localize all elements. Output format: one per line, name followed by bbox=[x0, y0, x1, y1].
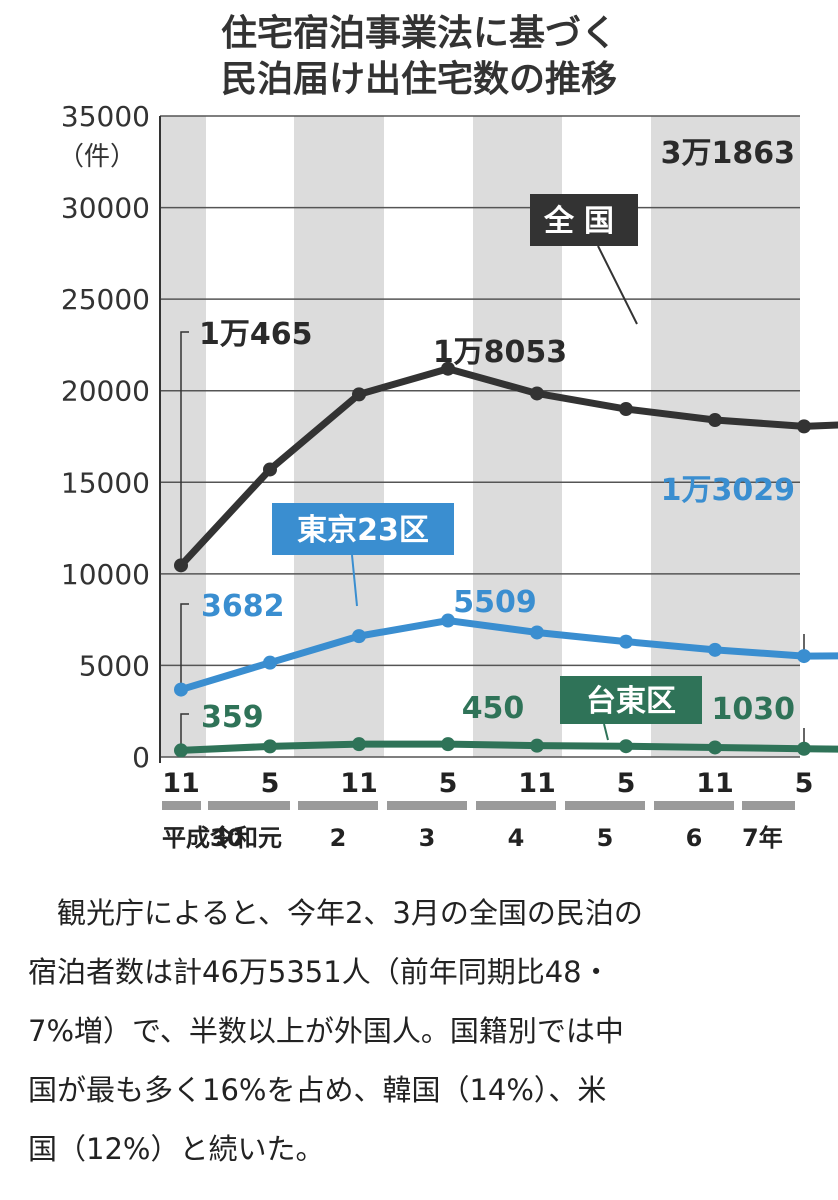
x-tick-label: 11 bbox=[340, 768, 378, 799]
data-point bbox=[352, 629, 366, 644]
caption-line: 国（12%）と続いた。 bbox=[28, 1132, 325, 1166]
year-group-bar bbox=[162, 801, 201, 810]
x-year-label: 4 bbox=[508, 824, 525, 852]
x-year-label: 平成30 bbox=[162, 824, 243, 852]
caption-line: 7%増）で、半数以上が外国人。国籍別では中 bbox=[28, 1014, 624, 1048]
annotation-leader bbox=[180, 331, 189, 560]
chart-title-line-1: 住宅宿泊事業法に基づく bbox=[220, 13, 617, 54]
data-label: 3万1863 bbox=[661, 136, 795, 171]
data-point bbox=[708, 740, 722, 755]
y-tick-label: 20000 bbox=[61, 375, 150, 408]
x-tick-label: 5 bbox=[439, 768, 458, 799]
data-label: 5509 bbox=[453, 585, 537, 620]
x-year-label: 5 bbox=[597, 824, 614, 852]
x-year-label: 2 bbox=[330, 824, 347, 852]
year-group-bar bbox=[387, 801, 467, 810]
data-point bbox=[708, 642, 722, 657]
x-tick-label: 5 bbox=[617, 768, 636, 799]
y-tick-label: 30000 bbox=[61, 192, 150, 225]
legend-label: 台東区 bbox=[586, 684, 676, 719]
x-year-label: 3 bbox=[419, 824, 436, 852]
x-year-label: 6 bbox=[686, 824, 703, 852]
year-stripe bbox=[651, 116, 740, 757]
year-group-bar bbox=[742, 801, 795, 810]
y-tick-label: 0 bbox=[132, 741, 150, 774]
y-tick-label: 5000 bbox=[79, 649, 150, 682]
data-point bbox=[263, 655, 277, 670]
annotation-leader bbox=[180, 713, 189, 744]
legend-pointer bbox=[351, 554, 358, 607]
y-tick-label: 35000 bbox=[61, 100, 150, 133]
data-point bbox=[174, 558, 188, 573]
year-group-bar bbox=[654, 801, 734, 810]
data-point bbox=[530, 625, 544, 640]
data-point bbox=[441, 613, 455, 628]
x-tick-label: 11 bbox=[162, 768, 200, 799]
data-point bbox=[441, 737, 455, 752]
year-stripe bbox=[160, 116, 206, 757]
data-label: 1030 bbox=[712, 692, 796, 727]
data-label: 1万3029 bbox=[661, 473, 795, 508]
caption-line: 宿泊者数は計46万5351人（前年同期比48・ bbox=[28, 955, 611, 989]
data-point bbox=[530, 386, 544, 401]
data-point bbox=[352, 737, 366, 752]
line-chart: 0 5000 10000 15000 20000 25000 30000 35000 （件） 11… bbox=[58, 100, 838, 852]
year-group-bar bbox=[208, 801, 290, 810]
data-point bbox=[797, 649, 811, 664]
x-year-label: 7年 bbox=[742, 824, 783, 852]
legend-box bbox=[530, 194, 638, 246]
data-label: 3682 bbox=[201, 589, 285, 624]
y-tick-label: 10000 bbox=[61, 558, 150, 591]
year-group-bar bbox=[476, 801, 556, 810]
legend-pointer bbox=[597, 245, 638, 325]
chart-title-line-2: 民泊届け出住宅数の推移 bbox=[220, 59, 617, 100]
caption-text: 観光庁によると、今年2、3月の全国の民泊の 宿泊者数は計46万5351人（前年同… bbox=[28, 884, 818, 1179]
y-unit-label: （件） bbox=[58, 142, 136, 172]
x-tick-label: 5 bbox=[795, 768, 814, 799]
legend-label: 全国 bbox=[543, 204, 624, 239]
caption-line: 観光庁によると、今年2、3月の全国の民泊の bbox=[28, 896, 643, 930]
series-line bbox=[180, 740, 838, 754]
x-tick-label: 5 bbox=[261, 768, 280, 799]
caption-line: 国が最も多く16%を占め、韓国（14%）、米 bbox=[28, 1073, 607, 1107]
x-tick-label: 11 bbox=[518, 768, 556, 799]
data-point bbox=[797, 741, 811, 756]
data-point bbox=[619, 634, 633, 649]
legend-pointer bbox=[603, 723, 609, 741]
legend-label: 東京23区 bbox=[297, 513, 429, 548]
legend-box bbox=[560, 676, 702, 724]
data-point bbox=[619, 402, 633, 417]
year-group-bar bbox=[298, 801, 378, 810]
data-point bbox=[352, 387, 366, 402]
legend-box bbox=[272, 503, 454, 555]
data-point bbox=[619, 739, 633, 754]
series-line bbox=[179, 617, 838, 693]
data-point bbox=[263, 739, 277, 754]
data-label: 359 bbox=[201, 700, 264, 735]
data-point bbox=[174, 682, 188, 697]
year-group-bar bbox=[565, 801, 645, 810]
y-tick-label: 25000 bbox=[61, 283, 150, 316]
x-year-label: 令和元 bbox=[210, 824, 282, 852]
data-point bbox=[530, 738, 544, 753]
data-point bbox=[263, 462, 277, 477]
data-point bbox=[441, 361, 455, 376]
data-point bbox=[708, 413, 722, 428]
data-point bbox=[174, 743, 188, 758]
data-point bbox=[797, 419, 811, 434]
year-stripe bbox=[740, 116, 800, 757]
annotation-leader bbox=[180, 603, 189, 684]
series-line bbox=[178, 365, 838, 568]
y-tick-label: 15000 bbox=[61, 466, 150, 499]
x-tick-label: 11 bbox=[696, 768, 734, 799]
data-label: 450 bbox=[462, 691, 525, 726]
data-label: 1万8053 bbox=[433, 335, 567, 370]
data-label: 1万465 bbox=[199, 317, 313, 352]
